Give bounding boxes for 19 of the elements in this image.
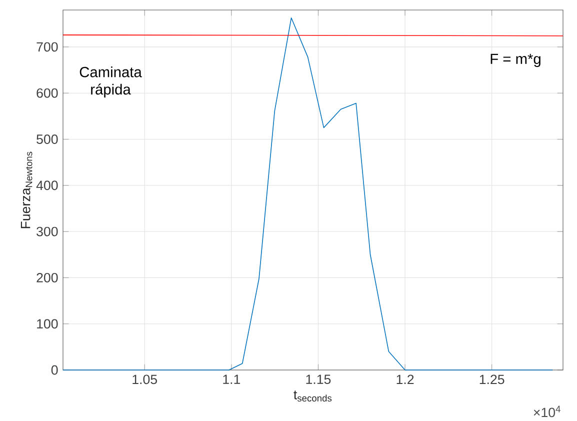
text: ×10$^{4}$ bbox=[534, 406, 560, 418]
y-tick-label: 100 bbox=[37, 319, 58, 329]
annotation: Caminata rápida bbox=[80, 66, 142, 98]
x-tick-label: 1.05 bbox=[132, 374, 158, 384]
y-tick-label: 700 bbox=[36, 42, 58, 52]
y-tick-label: 0 bbox=[51, 365, 58, 375]
y-tick-label: 600 bbox=[36, 88, 58, 98]
y-tick-label: 500 bbox=[36, 134, 58, 144]
line-series bbox=[62, 17, 553, 370]
y-tick-label: 200 bbox=[36, 272, 58, 282]
x-axis-title: t$_{seconds}$ bbox=[294, 390, 332, 402]
x-tick-label: 1.15 bbox=[306, 374, 331, 384]
x-tick-label: 1.25 bbox=[480, 374, 504, 384]
x-tick-label: 1.1 bbox=[223, 374, 240, 384]
y-axis-title: Fuerza$_{Newtons}$ bbox=[20, 152, 32, 228]
y-tick-label: 300 bbox=[36, 226, 58, 236]
y-tick-label: 400 bbox=[36, 180, 58, 190]
annotation: F = m*g bbox=[490, 54, 540, 67]
x-tick-label: 1.2 bbox=[396, 374, 414, 384]
